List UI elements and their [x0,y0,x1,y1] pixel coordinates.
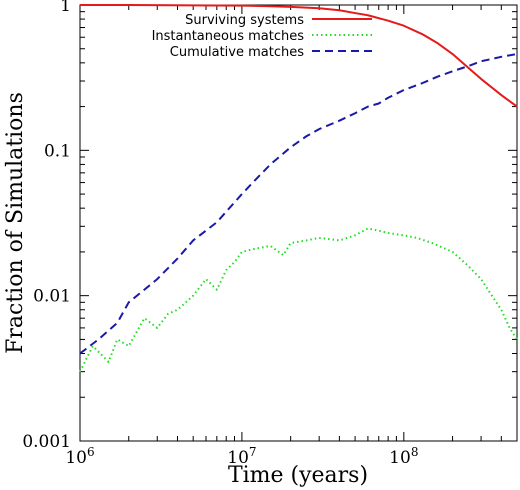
axis-ticks [79,4,518,442]
x-tick-label-base: 10 [389,448,411,468]
x-tick-label: 107 [227,445,256,468]
y-tick-label: 0.01 [33,287,71,307]
y-axis-title: Fraction of Simulations [3,92,28,354]
legend-label-instantaneous: Instantaneous matches [152,29,305,44]
x-tick-label: 108 [389,445,418,468]
series-surviving-systems [80,4,518,108]
x-tick-label-exponent: 8 [411,445,419,459]
legend-label-surviving: Surviving systems [185,13,304,28]
y-tick-label: 0.001 [22,432,71,452]
x-tick-label-exponent: 7 [249,445,257,459]
x-axis-title: Time (years) [228,463,368,488]
series-cumulative-matches [79,53,518,355]
series-lines [79,4,518,373]
legend: Surviving systems Instantaneous matches … [152,13,372,60]
plot-frame [79,4,518,442]
legend-label-cumulative: Cumulative matches [170,45,304,60]
y-tick-label: 1 [60,0,71,16]
y-tick-label: 0.1 [44,141,71,161]
x-tick-label-base: 10 [227,448,249,468]
x-tick-label: 106 [65,445,94,468]
x-tick-label-exponent: 6 [87,445,95,459]
x-tick-label-base: 10 [65,448,87,468]
series-instantaneous-matches [79,227,518,373]
